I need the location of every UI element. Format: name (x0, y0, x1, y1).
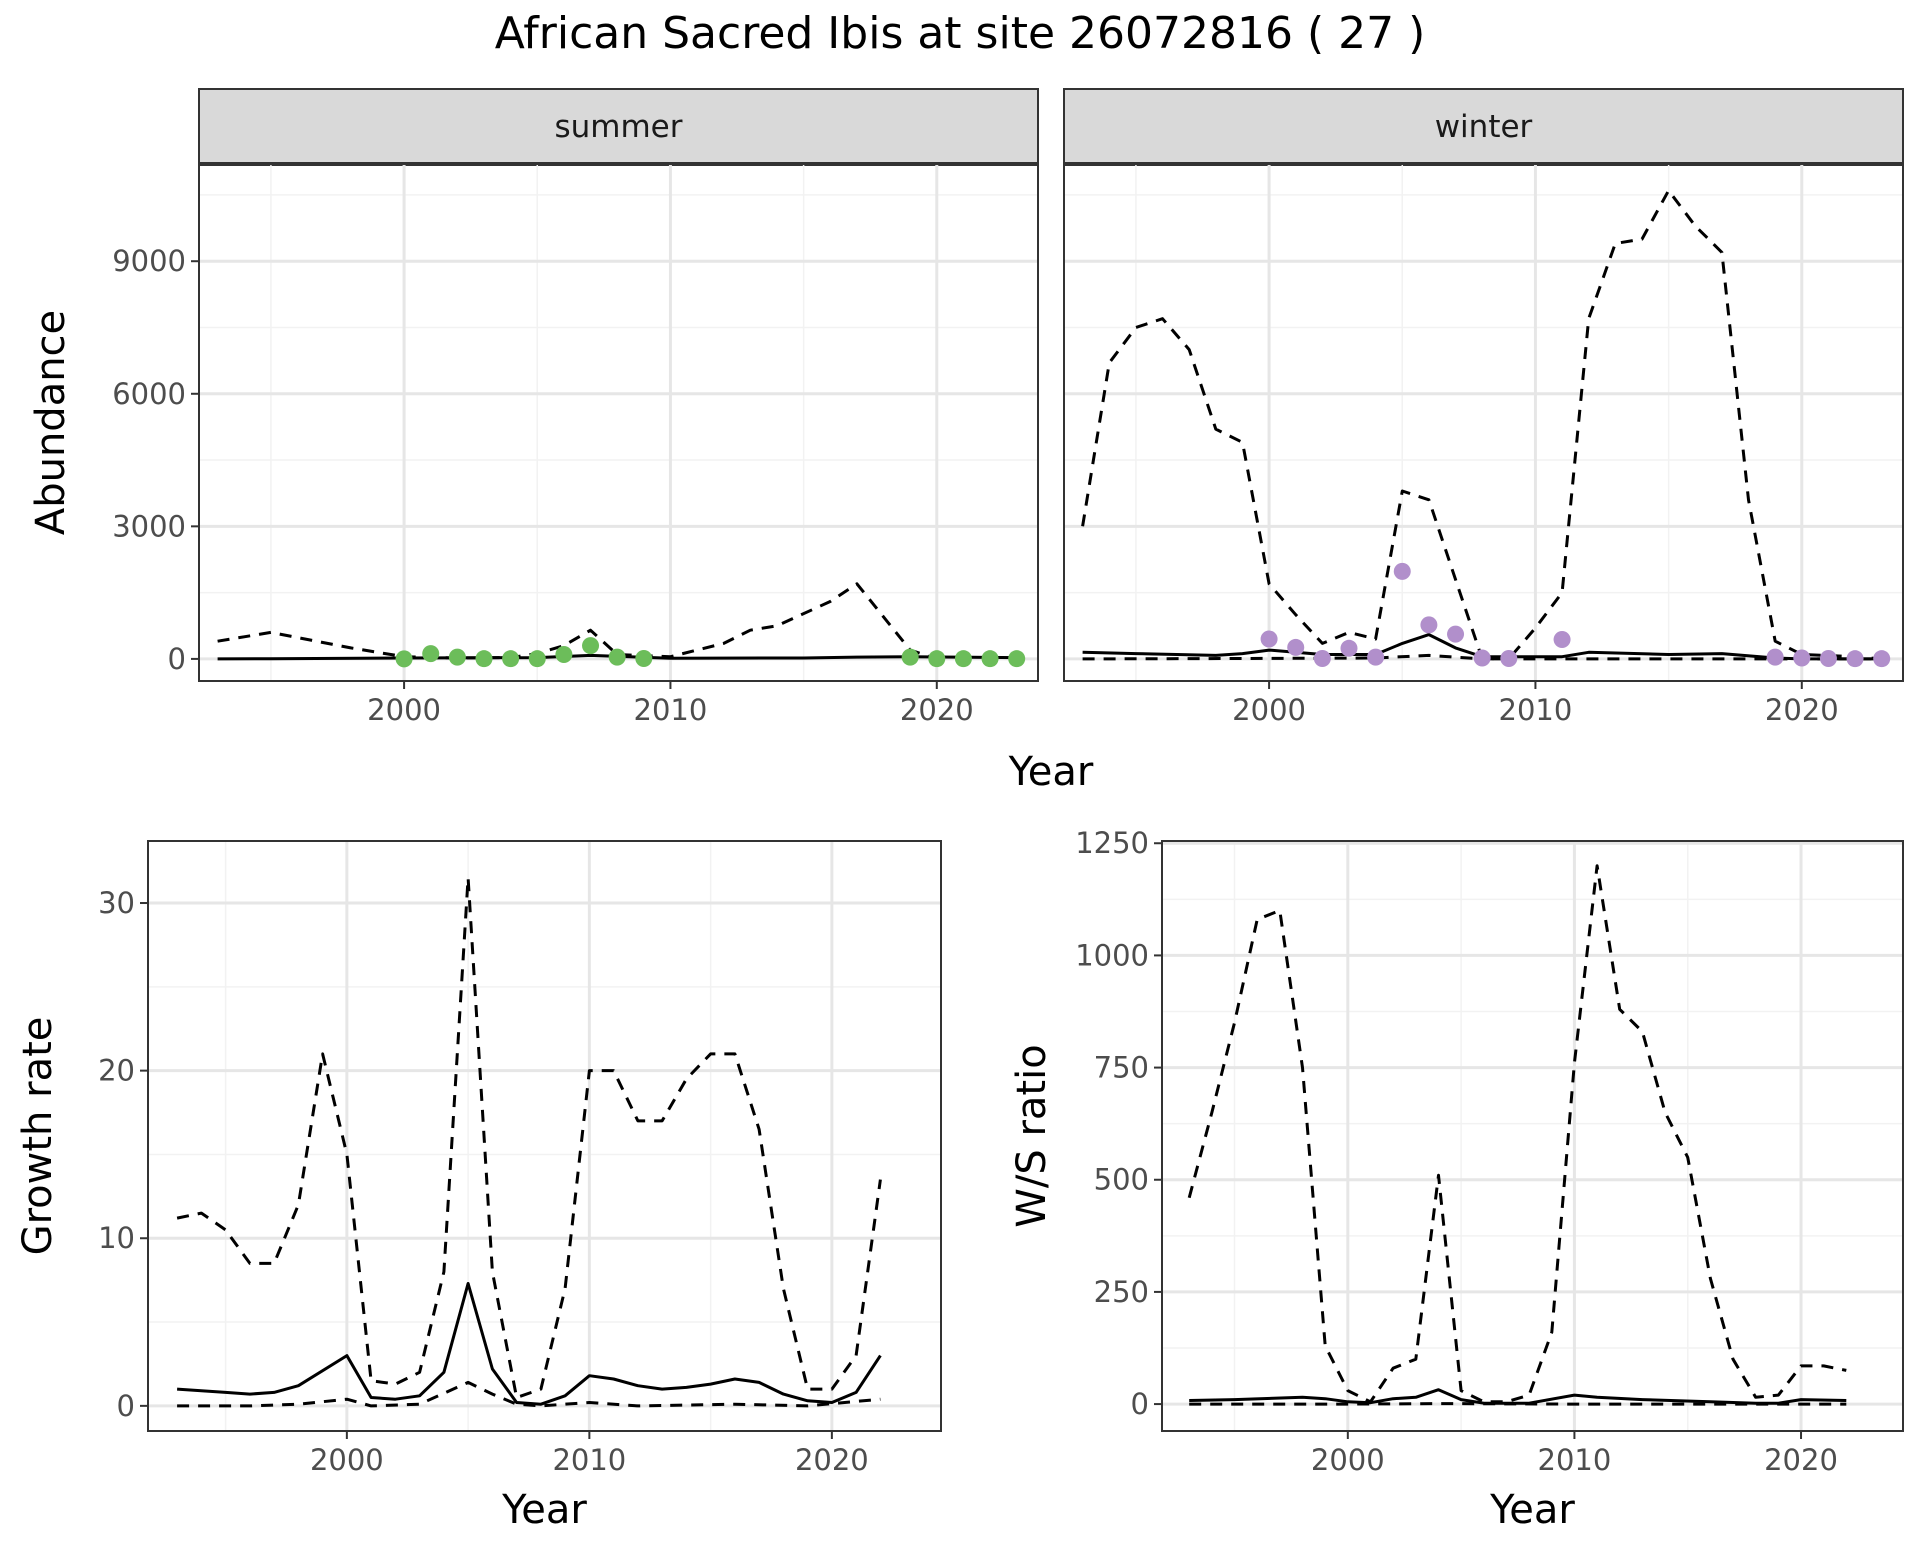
panel-ws-ratio: 2000 2010 2020 0 250 500 750 1000 1250 W/S ratio Y… (1009, 826, 1904, 1533)
series-line-dashed (1081, 189, 1882, 661)
panel-summer: summer 2000 2010 2020 0 3000 6000 9000 Abundance (28, 88, 1039, 727)
shared-labels: Year (1008, 749, 1094, 795)
data-point (608, 648, 626, 666)
data-point (928, 650, 946, 668)
data-point (475, 650, 493, 668)
data-point (1367, 648, 1385, 666)
data-point (1766, 648, 1784, 666)
y-tick-label: 20 (98, 1054, 135, 1088)
x-tick-label: 2020 (900, 693, 974, 727)
chart-title: African Sacred Ibis at site 26072816 ( 2… (495, 8, 1426, 59)
y-axis-title: W/S ratio (1009, 1044, 1055, 1227)
data-point (1420, 616, 1438, 634)
data-point (1793, 649, 1811, 667)
y-tick-label: 3000 (112, 509, 186, 543)
y-axis-title: Abundance (28, 310, 74, 535)
series-line-solid (1189, 1388, 1847, 1405)
data-point (1260, 630, 1278, 648)
y-tick-label: 0 (1131, 1387, 1149, 1421)
series-line-dashed (177, 1380, 881, 1408)
data-point (1340, 639, 1358, 657)
data-point (582, 637, 600, 655)
data-point (1393, 562, 1411, 580)
series-line-dashed (217, 582, 938, 661)
data-point (528, 650, 546, 668)
series-line-solid (1082, 633, 1882, 661)
x-tick-label: 2020 (1764, 1443, 1838, 1477)
x-tick-label: 2000 (310, 1443, 384, 1477)
data-point (1819, 649, 1837, 667)
x-tick-label: 2010 (1499, 693, 1573, 727)
y-tick-label: 10 (98, 1221, 135, 1255)
series-line-solid (176, 1282, 882, 1406)
y-tick-label: 1000 (1075, 938, 1149, 972)
facet-strip (198, 88, 1039, 165)
data-point (1473, 649, 1491, 667)
panel-border (1063, 163, 1904, 682)
x-axis-title: Year (1489, 1487, 1575, 1533)
panel-winter: winter 2000 2010 2020 (1063, 88, 1904, 727)
y-tick-label: 30 (98, 886, 135, 920)
y-tick-label: 0 (117, 1389, 135, 1423)
data-point (1447, 625, 1465, 643)
panel-border (147, 840, 942, 1432)
y-tick-label: 500 (1094, 1163, 1149, 1197)
x-tick-label: 2010 (552, 1443, 626, 1477)
y-tick-label: 750 (1094, 1051, 1149, 1085)
y-tick-label: 6000 (112, 377, 186, 411)
data-point (954, 650, 972, 668)
data-point (502, 650, 520, 668)
y-tick-label: 250 (1094, 1275, 1149, 1309)
panel-border (198, 163, 1039, 682)
x-tick-label: 2020 (795, 1443, 869, 1477)
series-line-dashed (176, 876, 882, 1399)
data-point (1500, 649, 1518, 667)
series-line-dashed (1187, 864, 1847, 1404)
data-point (635, 649, 653, 667)
data-point (1553, 630, 1571, 648)
data-point (448, 648, 466, 666)
y-tick-label: 1250 (1075, 826, 1149, 860)
x-tick-label: 2000 (1311, 1443, 1385, 1477)
data-point (555, 645, 573, 663)
series-line-dashed (1082, 653, 1882, 661)
data-point (901, 648, 919, 666)
data-point (1313, 649, 1331, 667)
panel-border (1161, 840, 1904, 1432)
x-axis-title: Year (1008, 749, 1094, 795)
data-point (1287, 638, 1305, 656)
data-point (422, 645, 440, 663)
x-tick-label: 2010 (1538, 1443, 1612, 1477)
y-tick-label: 9000 (112, 244, 186, 278)
panel-growth-rate: 2000 2010 2020 0 10 20 30 Growth rate Year (15, 840, 942, 1533)
facet-strip (1063, 88, 1904, 165)
data-point (1873, 650, 1891, 668)
data-point (1008, 650, 1026, 668)
data-point (395, 650, 413, 668)
x-tick-label: 2010 (634, 693, 708, 727)
x-tick-label: 2000 (1232, 693, 1306, 727)
facet-strip-label: summer (554, 109, 682, 145)
series-line-dashed (1189, 1402, 1847, 1406)
series-line-solid (217, 653, 1017, 661)
x-axis-title: Year (501, 1487, 587, 1533)
y-tick-label: 0 (168, 642, 186, 676)
facet-strip-label: winter (1435, 109, 1533, 145)
x-tick-label: 2000 (367, 693, 441, 727)
y-axis-title: Growth rate (15, 1017, 61, 1256)
data-point (1846, 650, 1864, 668)
data-point (981, 650, 999, 668)
x-tick-label: 2020 (1765, 693, 1839, 727)
